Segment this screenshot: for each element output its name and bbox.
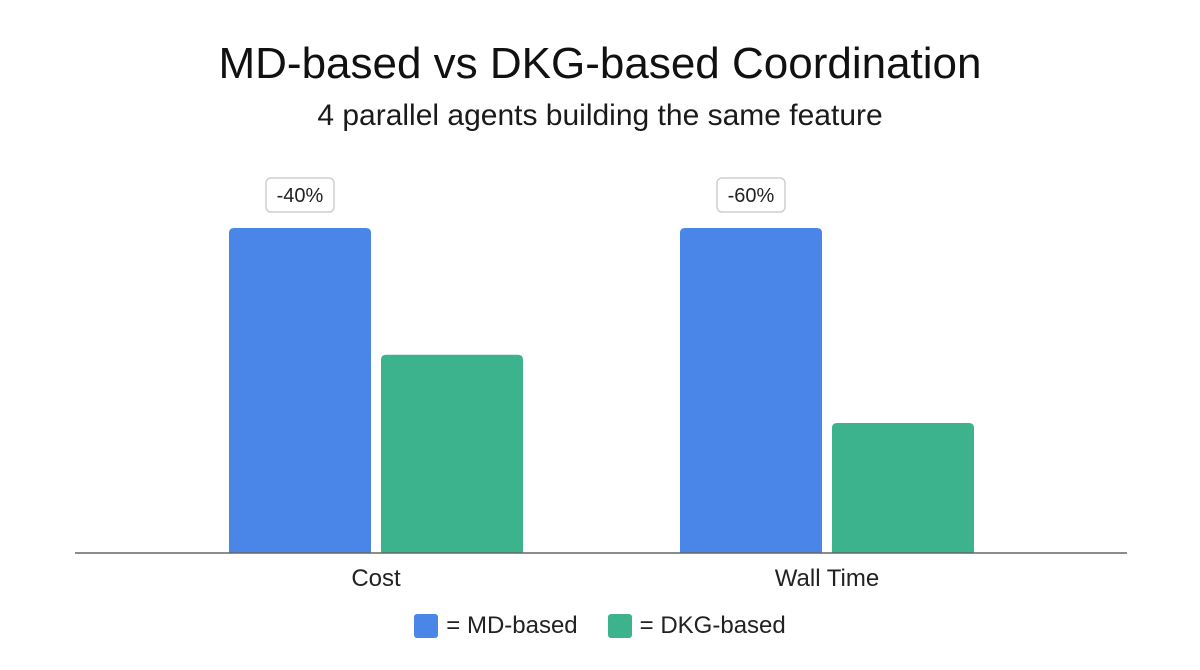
chart-subtitle: 4 parallel agents building the same feat… <box>317 99 883 132</box>
legend-swatch-dkg-based <box>607 614 632 638</box>
legend-swatch-md-based <box>414 614 439 638</box>
annotation-badge-wall-time <box>716 177 786 213</box>
legend-item-md-based: = MD-based <box>414 612 578 640</box>
legend-item-dkg-based: = DKG-based <box>607 612 786 640</box>
annotation-label-wall-time: -60% <box>728 185 775 207</box>
annotation-badge-cost <box>265 177 335 213</box>
legend-label-md-based: = MD-based <box>446 612 578 639</box>
chart-legend: = MD-based = DKG-based <box>0 612 1200 640</box>
bar-md-based-wall-time <box>680 228 822 553</box>
annotation-label-cost: -40% <box>277 185 324 207</box>
chart-title: MD-based vs DKG-based Coordination <box>218 39 982 88</box>
bar-dkg-based-cost <box>381 354 523 553</box>
legend-label-dkg-based: = DKG-based <box>639 612 786 639</box>
x-tick-label-wall-time: Wall Time <box>775 565 879 592</box>
x-tick-label-cost: Cost <box>351 565 401 592</box>
bar-md-based-cost <box>229 228 371 553</box>
bar-dkg-based-wall-time <box>832 423 974 553</box>
